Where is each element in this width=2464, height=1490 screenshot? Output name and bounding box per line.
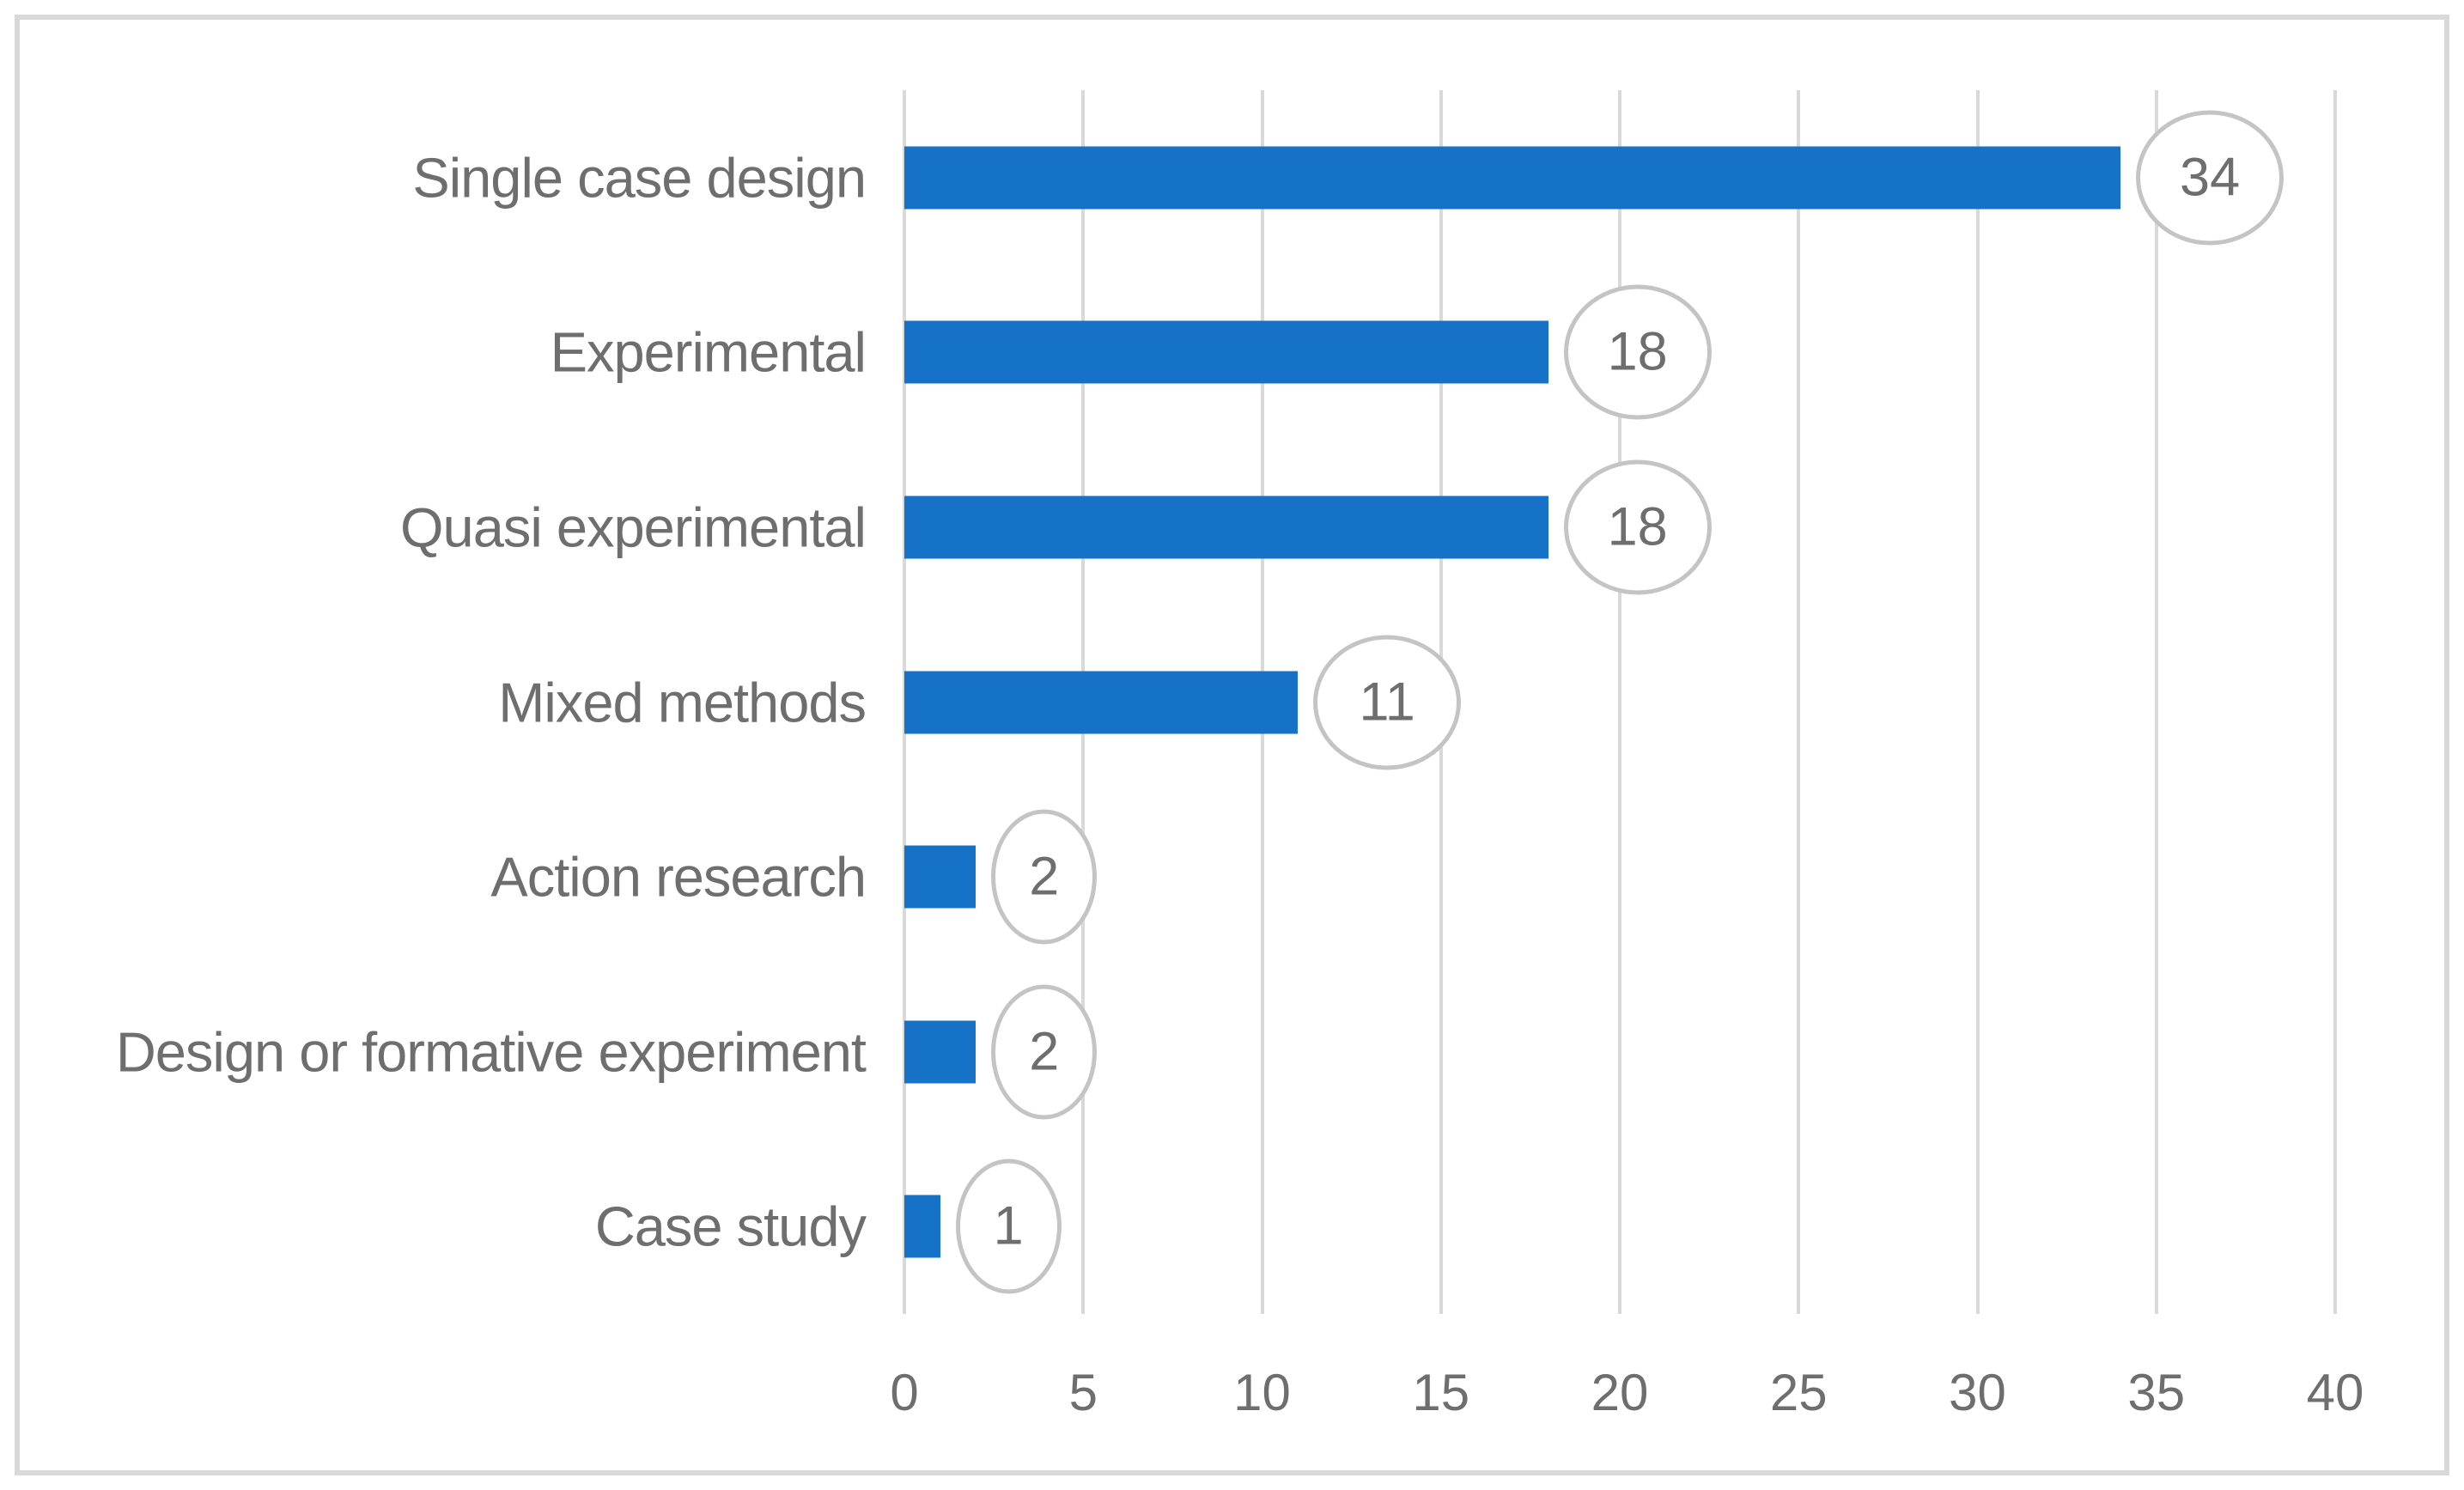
data-label-circle: 11 [1313,635,1462,769]
x-axis-tick-label: 10 [1233,1364,1291,1421]
data-label-circle: 2 [991,809,1098,945]
data-label-value: 11 [1359,672,1415,732]
data-label-value: 18 [1607,321,1668,382]
x-axis-tick-label: 35 [2127,1364,2186,1421]
x-axis-tick-label: 40 [2306,1364,2364,1421]
x-axis-tick-label: 0 [890,1364,919,1421]
category-label: Mixed methods [498,671,867,733]
data-label-value: 1 [993,1195,1024,1256]
category-label: Case study [594,1195,867,1258]
gridline [1797,90,1801,1314]
category-label: Quasi experimental [400,496,867,559]
bar [904,496,1548,559]
bar [904,845,976,909]
data-label-circle: 2 [991,984,1098,1120]
data-label-value: 2 [1029,1021,1060,1082]
data-label-value: 34 [2180,147,2241,208]
data-label-value: 18 [1607,496,1668,557]
bar [904,146,2121,210]
x-axis-tick-label: 5 [1068,1364,1098,1421]
x-axis-tick-label: 15 [1412,1364,1470,1421]
gridline [1975,90,1980,1314]
category-label: Action research [490,845,867,909]
data-label-value: 2 [1029,846,1060,907]
gridline [2154,90,2158,1314]
bar [904,1020,976,1084]
x-axis-tick-label: 30 [1949,1364,2006,1421]
category-label: Single case design [412,146,867,210]
bar [904,320,1548,384]
x-axis-tick-label: 25 [1769,1364,1828,1421]
data-label-circle: 18 [1563,459,1712,595]
data-label-circle: 34 [2136,110,2285,246]
chart-frame-border [15,15,2449,1475]
data-label-circle: 18 [1563,284,1712,420]
bar [904,1195,940,1258]
x-axis-tick-label: 20 [1591,1364,1649,1421]
gridline [2333,90,2337,1314]
category-label: Experimental [550,320,867,384]
bar [904,671,1299,733]
data-label-circle: 1 [955,1159,1062,1294]
category-label: Design or formative experiment [115,1020,867,1084]
gridline [1618,90,1621,1314]
